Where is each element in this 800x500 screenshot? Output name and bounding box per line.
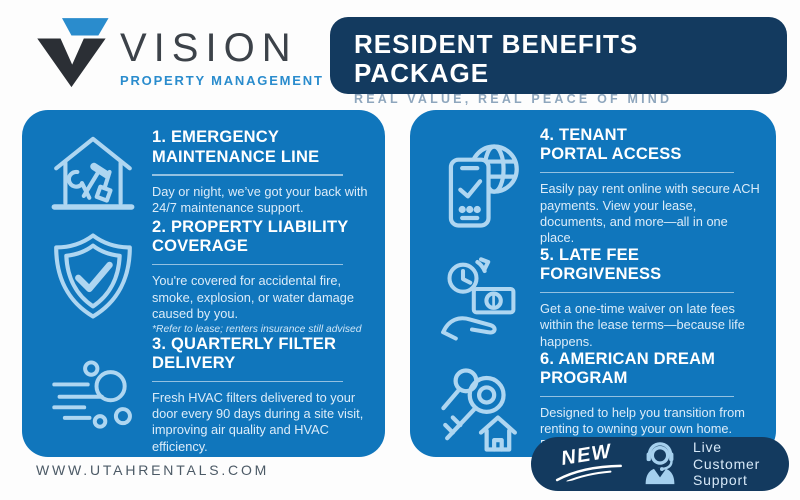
benefit-late-fee-forgiveness: 5. LATE FEE FORGIVENESS Get a one-time w… — [422, 246, 766, 350]
benefit-title: 4. TENANT PORTAL ACCESS — [540, 126, 682, 164]
benefit-title: 2. PROPERTY LIABILITY COVERAGE — [152, 218, 349, 256]
benefit-filter-delivery: 3. QUARTERLY FILTER DELIVERY Fresh HVAC … — [34, 335, 375, 455]
benefit-body: Easily pay rent online with secure ACH p… — [540, 181, 760, 245]
benefits-panel-left: 1. EMERGENCY MAINTENANCE LINE Day or nig… — [22, 110, 385, 457]
headset-agent-icon — [645, 442, 675, 485]
benefit-emergency-maintenance: 1. EMERGENCY MAINTENANCE LINE Day or nig… — [34, 126, 375, 218]
benefit-body: Fresh HVAC filters delivered to your doo… — [152, 390, 364, 454]
benefit-title: 3. QUARTERLY FILTER DELIVERY — [152, 334, 337, 373]
title-divider — [152, 174, 343, 176]
benefit-text: 1. EMERGENCY MAINTENANCE LINE Day or nig… — [152, 128, 375, 216]
benefit-title: 1. EMERGENCY MAINTENANCE LINE — [152, 128, 320, 166]
brand-name: VISION — [120, 26, 298, 70]
benefit-title: 5. LATE FEE FORGIVENESS — [540, 245, 662, 284]
benefit-body: You're covered for accidental fire, smok… — [152, 273, 355, 321]
swoosh-underline-icon — [555, 464, 622, 483]
website-url: WWW.UTAHRENTALS.COM — [36, 462, 270, 478]
benefit-body: Get a one-time waiver on late fees withi… — [540, 301, 745, 349]
benefit-text: 2. PROPERTY LIABILITY COVERAGE You're co… — [152, 218, 375, 335]
hand-money-icon — [422, 253, 540, 343]
house-tools-icon — [34, 126, 152, 218]
live-support-label: Live Customer Support — [693, 438, 761, 489]
shield-check-icon — [34, 230, 152, 322]
benefit-title: 6. AMERICAN DREAM PROGRAM — [540, 349, 716, 388]
live-support-badge: NEW Live Customer Support — [531, 437, 789, 491]
benefit-liability-coverage: 2. PROPERTY LIABILITY COVERAGE You're co… — [34, 218, 375, 335]
brand-wordmark: VISION PROPERTY MANAGEMENT — [120, 6, 324, 88]
new-flag: NEW — [550, 440, 625, 488]
benefit-tenant-portal: 4. TENANT PORTAL ACCESS Easily pay rent … — [422, 126, 766, 246]
benefit-text: 3. QUARTERLY FILTER DELIVERY Fresh HVAC … — [152, 335, 375, 455]
benefit-note: *Refer to lease; renters insurance still… — [152, 323, 362, 335]
brand-logo: VISION PROPERTY MANAGEMENT — [30, 6, 324, 100]
title-divider — [540, 395, 734, 398]
title-divider — [540, 291, 734, 294]
air-flow-icon — [34, 351, 152, 439]
page-subtitle: REAL VALUE, REAL PEACE OF MIND — [354, 92, 673, 107]
phone-globe-icon — [422, 139, 540, 233]
page-title: RESIDENT BENEFITS PACKAGE — [354, 29, 639, 88]
keys-house-icon — [422, 363, 540, 457]
title-divider — [152, 380, 343, 383]
benefit-body: Day or night, we’ve got your back with 2… — [152, 183, 368, 215]
benefit-text: 5. LATE FEE FORGIVENESS Get a one-time w… — [540, 246, 766, 350]
header-banner: RESIDENT BENEFITS PACKAGE REAL VALUE, RE… — [330, 17, 787, 106]
brand-tagline: PROPERTY MANAGEMENT — [120, 73, 324, 88]
benefits-panel-right: 4. TENANT PORTAL ACCESS Easily pay rent … — [410, 110, 776, 468]
v-triangle-logo-icon — [37, 18, 109, 88]
benefit-text: 4. TENANT PORTAL ACCESS Easily pay rent … — [540, 126, 766, 246]
title-divider — [152, 263, 343, 266]
title-divider — [540, 171, 734, 174]
